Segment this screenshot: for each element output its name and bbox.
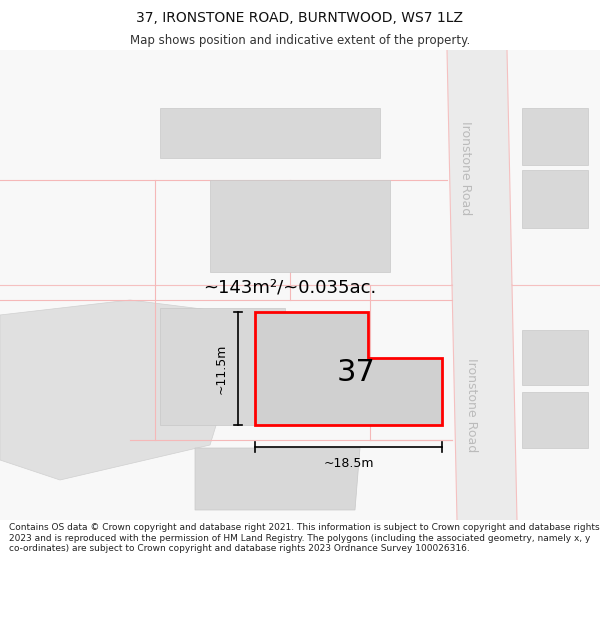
Polygon shape bbox=[0, 300, 250, 480]
Polygon shape bbox=[160, 108, 380, 158]
Text: Contains OS data © Crown copyright and database right 2021. This information is : Contains OS data © Crown copyright and d… bbox=[9, 523, 599, 553]
Text: 37, IRONSTONE ROAD, BURNTWOOD, WS7 1LZ: 37, IRONSTONE ROAD, BURNTWOOD, WS7 1LZ bbox=[137, 11, 464, 25]
Polygon shape bbox=[522, 392, 588, 448]
Polygon shape bbox=[522, 330, 588, 385]
Polygon shape bbox=[522, 108, 588, 165]
Text: Ironstone Road: Ironstone Road bbox=[460, 121, 473, 215]
Text: ~11.5m: ~11.5m bbox=[215, 343, 228, 394]
Text: Ironstone Road: Ironstone Road bbox=[466, 358, 479, 452]
Polygon shape bbox=[255, 312, 442, 425]
Text: Map shows position and indicative extent of the property.: Map shows position and indicative extent… bbox=[130, 34, 470, 47]
Text: 37: 37 bbox=[337, 358, 376, 387]
Polygon shape bbox=[0, 50, 600, 520]
Polygon shape bbox=[210, 180, 390, 272]
Text: ~18.5m: ~18.5m bbox=[323, 457, 374, 470]
Polygon shape bbox=[195, 448, 360, 510]
Polygon shape bbox=[452, 285, 517, 520]
Text: ~143m²/~0.035ac.: ~143m²/~0.035ac. bbox=[203, 278, 377, 296]
Polygon shape bbox=[447, 50, 512, 285]
Polygon shape bbox=[160, 308, 285, 425]
Polygon shape bbox=[522, 170, 588, 228]
